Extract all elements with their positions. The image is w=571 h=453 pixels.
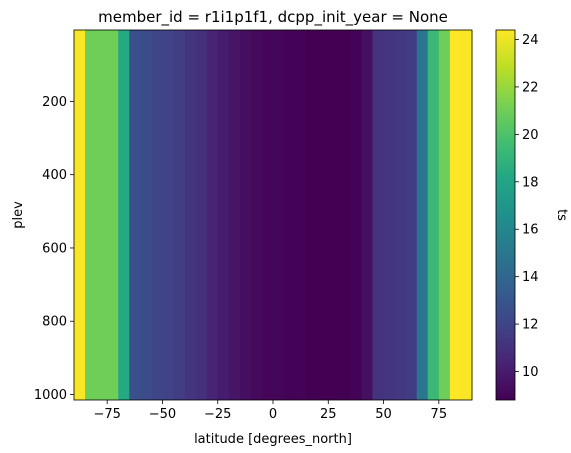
x-tick-label: −25 xyxy=(204,407,231,422)
colorbar-axis: 10 12 14 16 18 20 22 24 xyxy=(515,33,539,380)
heatmap-cell xyxy=(273,30,285,400)
heatmap-cell xyxy=(140,30,152,400)
heatmap-cell xyxy=(129,30,141,400)
x-tick-label: 75 xyxy=(431,407,448,422)
colorbar-tick-label: 20 xyxy=(522,128,539,143)
colorbar xyxy=(495,29,516,401)
heatmap-cell xyxy=(394,30,407,400)
heatmap-cell xyxy=(74,30,86,400)
heatmap-cell xyxy=(261,30,274,400)
heatmap-cell xyxy=(239,30,252,400)
heatmap-cell xyxy=(328,30,340,400)
colorbar-tick-label: 18 xyxy=(522,175,539,190)
x-tick-label: −75 xyxy=(93,407,120,422)
heatmap-cell xyxy=(317,30,329,400)
heatmap-cell xyxy=(449,30,462,400)
heatmap-cell xyxy=(438,30,451,400)
heatmap-cell xyxy=(107,30,119,400)
heatmap-cell xyxy=(295,30,307,400)
heatmap-cell xyxy=(173,30,186,400)
colorbar-tick-label: 10 xyxy=(522,365,539,380)
y-axis: 200 400 600 800 1000 xyxy=(34,95,74,403)
y-tick-label: 800 xyxy=(42,315,67,330)
heatmap-cell xyxy=(206,30,219,400)
heatmap-cell xyxy=(162,30,175,400)
x-axis-label: latitude [degrees_north] xyxy=(194,432,352,447)
heatmap-cell xyxy=(460,30,473,400)
heatmap-cell xyxy=(427,30,440,400)
heatmap-cell xyxy=(250,30,263,400)
heatmap-cell xyxy=(96,30,108,400)
y-tick-label: 200 xyxy=(42,95,67,110)
x-axis: −75 −50 −25 0 25 50 75 xyxy=(93,400,447,422)
x-tick-label: −50 xyxy=(149,407,176,422)
heatmap-cell xyxy=(339,30,351,400)
colorbar-tick-label: 22 xyxy=(522,80,539,95)
y-axis-label: plev xyxy=(11,201,26,229)
heatmap-cell xyxy=(306,30,318,400)
heatmap-cell xyxy=(184,30,197,400)
heatmap-cell xyxy=(195,30,208,400)
x-tick-label: 50 xyxy=(375,407,392,422)
colorbar-tick-label: 24 xyxy=(522,33,539,48)
heatmap-cells xyxy=(74,30,473,400)
x-tick-label: 0 xyxy=(269,407,277,422)
colorbar-label: ts xyxy=(554,209,569,221)
colorbar-tick-label: 14 xyxy=(522,270,539,285)
heatmap-cell xyxy=(151,30,164,400)
colorbar-tick-label: 16 xyxy=(522,223,539,238)
heatmap-cell xyxy=(228,30,241,400)
heatmap-cell xyxy=(85,30,97,400)
heatmap-cell xyxy=(372,30,385,400)
heatmap-cell xyxy=(383,30,396,400)
heatmap-cell xyxy=(405,30,418,400)
y-tick-label: 1000 xyxy=(34,388,67,403)
chart-title: member_id = r1i1p1f1, dcpp_init_year = N… xyxy=(98,8,448,27)
heatmap-cell xyxy=(361,30,374,400)
y-tick-label: 600 xyxy=(42,241,67,256)
heatmap-cell xyxy=(217,30,230,400)
heatmap-cell xyxy=(118,30,130,400)
heatmap-cell xyxy=(416,30,429,400)
heatmap-cell xyxy=(284,30,296,400)
x-tick-label: 25 xyxy=(320,407,337,422)
colorbar-tick-label: 12 xyxy=(522,318,539,333)
y-tick-label: 400 xyxy=(42,168,67,183)
heatmap-cell xyxy=(350,30,363,400)
